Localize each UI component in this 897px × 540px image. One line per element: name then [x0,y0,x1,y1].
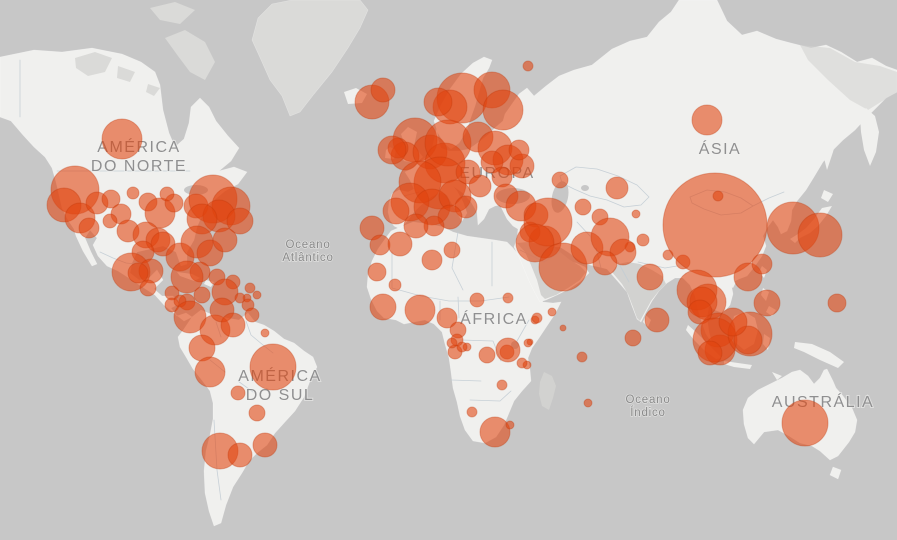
landmass-siberia-shade [800,45,897,110]
case-bubble[interactable] [456,341,468,353]
case-bubble[interactable] [78,217,100,239]
case-bubble[interactable] [496,379,508,391]
case-bubble[interactable] [248,404,266,422]
case-bubble[interactable] [636,263,664,291]
case-bubble[interactable] [523,338,533,348]
case-bubble[interactable] [551,171,569,189]
case-bubble[interactable] [468,174,492,198]
case-bubble[interactable] [624,329,642,347]
case-bubble[interactable] [252,432,278,458]
case-bubble[interactable] [797,212,843,258]
case-bubble[interactable] [367,262,387,282]
case-bubble[interactable] [605,176,629,200]
case-bubble[interactable] [592,250,618,276]
case-bubble[interactable] [636,233,650,247]
case-bubble[interactable] [404,294,436,326]
case-bubbles [46,60,847,470]
atlantic-ocean-label: Oceano [285,239,330,251]
case-bubble[interactable] [226,207,254,235]
case-bubble[interactable] [502,292,514,304]
case-bubble[interactable] [576,351,588,363]
case-bubble[interactable] [827,293,847,313]
case-bubble[interactable] [370,77,396,103]
case-bubble[interactable] [631,209,641,219]
case-bubble[interactable] [227,442,253,468]
case-bubble[interactable] [212,227,238,253]
case-bubble[interactable] [662,172,768,278]
case-bubble[interactable] [102,213,118,229]
africa-label: ÁFRICA [460,309,528,328]
case-bubble[interactable] [446,337,458,349]
case-bubble[interactable] [101,118,143,160]
case-bubble[interactable] [388,278,402,292]
case-bubble[interactable] [101,189,121,209]
case-bubble[interactable] [505,420,515,430]
case-bubble[interactable] [480,150,504,174]
case-bubble[interactable] [644,307,670,333]
case-bubble[interactable] [244,282,256,294]
case-bubble[interactable] [547,307,557,317]
case-bubble[interactable] [495,337,521,363]
landmass-kamchatka [824,108,879,170]
case-bubble[interactable] [753,289,781,317]
case-bubble[interactable] [781,399,829,447]
landmass-arctic-islands [75,2,215,96]
case-bubble[interactable] [377,135,407,165]
case-bubble[interactable] [482,89,524,131]
case-bubble[interactable] [531,312,543,324]
indian-ocean-label: Oceano [625,394,670,406]
case-bubble[interactable] [387,231,413,257]
case-bubble[interactable] [194,356,226,388]
case-bubble[interactable] [230,385,246,401]
case-bubble[interactable] [369,293,397,321]
case-bubble[interactable] [369,234,391,256]
case-bubble[interactable] [469,292,485,308]
case-bubble[interactable] [691,104,723,136]
case-bubble[interactable] [697,340,723,366]
case-bubble[interactable] [574,198,592,216]
case-bubble[interactable] [751,253,773,275]
case-bubble[interactable] [234,292,246,304]
case-bubble[interactable] [193,286,211,304]
case-bubble[interactable] [466,406,478,418]
case-bubble[interactable] [260,328,270,338]
case-bubble[interactable] [479,416,511,448]
case-bubble[interactable] [609,238,637,266]
case-bubble[interactable] [478,346,496,364]
landmass-greenland [251,0,369,117]
case-bubble[interactable] [403,213,429,239]
case-bubble[interactable] [382,197,410,225]
case-bubble[interactable] [508,139,530,161]
atlantic-ocean-label: Atlântico [282,252,333,264]
case-bubble[interactable] [522,60,534,72]
indian-ocean-label: Índico [630,406,666,419]
case-bubble[interactable] [173,300,207,334]
case-bubble[interactable] [712,190,724,202]
landmass-madagascar [539,372,556,410]
case-bubble[interactable] [583,398,593,408]
case-bubble[interactable] [443,241,461,259]
case-bubble[interactable] [559,324,567,332]
case-bubble[interactable] [436,307,458,329]
south-america-label: DO SUL [246,387,315,404]
case-bubble[interactable] [220,312,246,338]
case-bubble[interactable] [421,249,443,271]
case-bubble[interactable] [126,186,140,200]
case-bubble[interactable] [139,279,157,297]
case-bubble[interactable] [516,357,528,369]
case-bubble[interactable] [249,343,297,391]
north-america-label: DO NORTE [91,158,187,175]
case-bubble[interactable] [252,290,262,300]
case-bubble[interactable] [159,186,175,202]
case-bubble[interactable] [718,307,748,337]
case-bubble[interactable] [423,87,453,117]
case-bubble[interactable] [170,260,204,294]
case-bubble[interactable] [244,307,260,323]
case-bubble[interactable] [127,262,149,284]
asia-label: ÁSIA [699,139,741,158]
